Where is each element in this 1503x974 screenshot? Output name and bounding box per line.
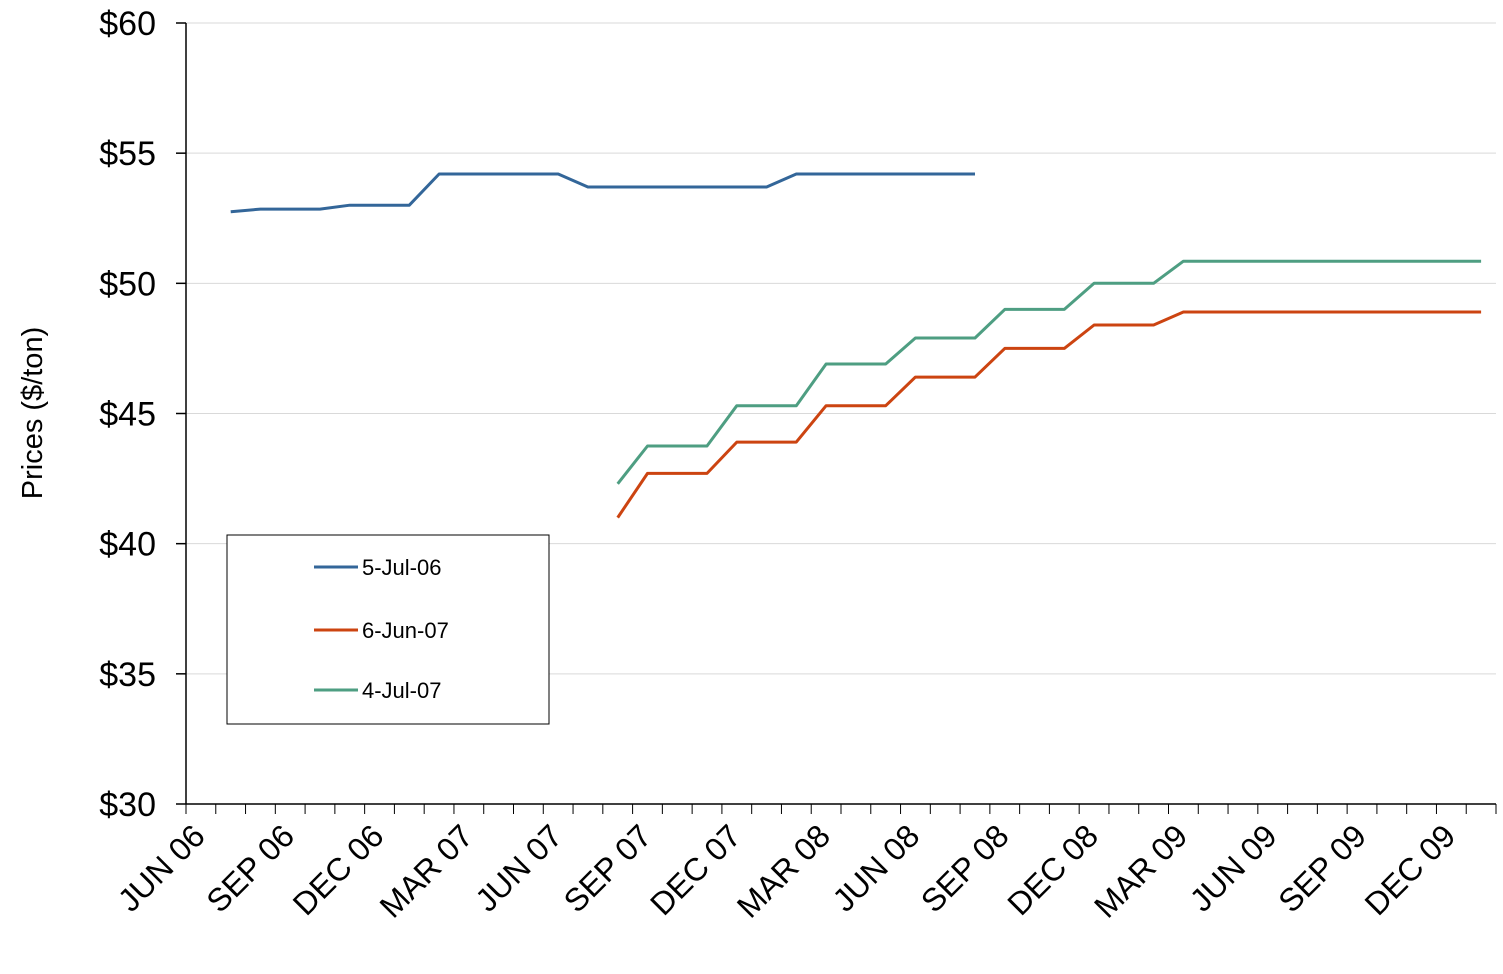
x-tick-label: MAR 08 — [730, 817, 837, 924]
series-line — [230, 172, 975, 214]
x-tick-label: DEC 09 — [1358, 817, 1463, 922]
x-tick-label: SEP 06 — [199, 817, 301, 919]
x-tick-label: SEP 08 — [914, 817, 1016, 919]
legend: 5-Jul-06 6-Jun-07 4-Jul-07 — [226, 534, 550, 725]
x-tick-label: DEC 08 — [1000, 817, 1105, 922]
y-tick-label: $45 — [99, 396, 156, 434]
y-axis-title: Prices ($/ton) — [17, 327, 49, 499]
legend-label: 6-Jun-07 — [362, 618, 449, 643]
x-tick-label: DEC 06 — [286, 817, 391, 922]
x-tick-label: MAR 09 — [1087, 817, 1194, 924]
y-tick-label: $30 — [99, 786, 156, 824]
y-tick-label: $55 — [99, 135, 156, 173]
x-tick-label: JUN 07 — [468, 817, 569, 918]
y-tick-label: $40 — [99, 526, 156, 564]
series-line — [616, 310, 1482, 519]
y-tick-label: $35 — [99, 656, 156, 694]
series-lines — [230, 172, 1482, 519]
x-tick-label: JUN 08 — [825, 817, 926, 918]
legend-label: 5-Jul-06 — [362, 555, 441, 580]
x-tick-label: SEP 09 — [1271, 817, 1373, 919]
y-ticks: $30 $35 $40 $45 $50 $55 $60 — [99, 5, 186, 824]
x-tick-label: MAR 07 — [373, 817, 480, 924]
y-tick-label: $50 — [99, 265, 156, 303]
series-line — [616, 259, 1482, 485]
legend-box — [226, 534, 550, 725]
x-tick-label: JUN 06 — [111, 817, 212, 918]
legend-label: 4-Jul-07 — [362, 678, 441, 703]
x-tick-label: SEP 07 — [557, 817, 659, 919]
x-tick-label: DEC 07 — [643, 817, 748, 922]
y-tick-label: $60 — [99, 5, 156, 43]
x-tick-label: JUN 09 — [1183, 817, 1284, 918]
